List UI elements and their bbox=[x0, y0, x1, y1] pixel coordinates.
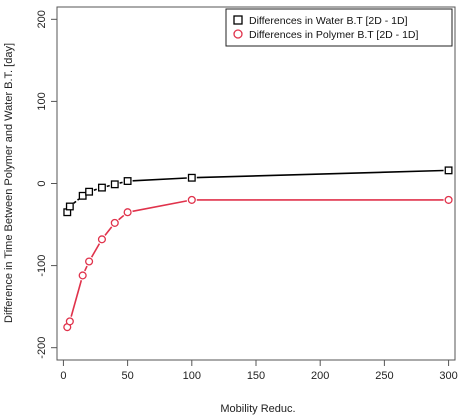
x-tick-label: 150 bbox=[247, 370, 265, 382]
data-point bbox=[123, 208, 132, 217]
data-point bbox=[110, 218, 119, 227]
y-axis: -200 -100 0 100 200 bbox=[36, 10, 57, 359]
series-layer bbox=[63, 166, 453, 332]
series-line-segment bbox=[104, 226, 113, 236]
legend-marker-circle bbox=[233, 29, 243, 39]
legend-label: Differences in Water B.T [2D - 1D] bbox=[249, 15, 408, 27]
y-tick-label: -200 bbox=[36, 337, 48, 359]
series-line-segment bbox=[70, 280, 83, 317]
data-point bbox=[78, 271, 87, 280]
x-axis-title: Mobility Reduc. bbox=[220, 403, 295, 415]
series-line-segment bbox=[132, 200, 188, 213]
series-line-segment bbox=[118, 214, 125, 221]
data-point bbox=[187, 173, 196, 182]
legend-marker-square bbox=[233, 15, 243, 25]
data-point bbox=[85, 257, 94, 266]
data-point bbox=[78, 191, 87, 200]
x-tick-label: 200 bbox=[311, 370, 329, 382]
x-tick-label: 50 bbox=[121, 370, 133, 382]
x-axis: 0 50 100 150 200 250 300 bbox=[60, 360, 458, 382]
data-point bbox=[110, 180, 119, 189]
x-tick-label: 250 bbox=[375, 370, 393, 382]
data-point bbox=[444, 166, 453, 175]
data-point bbox=[444, 195, 453, 204]
series-line-segment bbox=[119, 181, 123, 184]
y-axis-title: Difference in Time Between Polymer and W… bbox=[3, 43, 15, 323]
data-point bbox=[97, 235, 106, 244]
y-tick-label: -100 bbox=[36, 255, 48, 277]
data-point bbox=[97, 183, 106, 192]
data-point bbox=[187, 195, 196, 204]
data-point bbox=[123, 177, 132, 185]
y-tick-label: 100 bbox=[36, 92, 48, 110]
y-tick-label: 0 bbox=[36, 180, 48, 186]
x-tick-label: 100 bbox=[183, 370, 201, 382]
series-line-segment bbox=[90, 243, 101, 258]
legend-box bbox=[225, 8, 453, 47]
data-point bbox=[65, 202, 74, 211]
series-2 bbox=[63, 195, 453, 332]
series-line-segment bbox=[84, 265, 88, 272]
data-point bbox=[65, 317, 74, 326]
y-tick-label: 200 bbox=[36, 10, 48, 28]
series-line-segment bbox=[132, 177, 187, 182]
series-1 bbox=[63, 166, 453, 217]
data-point bbox=[85, 187, 94, 196]
legend: Differences in Water B.T [2D - 1D] Differ… bbox=[225, 8, 453, 47]
series-line-segment bbox=[73, 198, 80, 204]
series-line-segment bbox=[196, 169, 444, 179]
series-line-segment bbox=[93, 188, 98, 191]
x-tick-label: 300 bbox=[439, 370, 457, 382]
legend-label: Differences in Polymer B.T [2D - 1D] bbox=[249, 29, 419, 41]
series-line-segment bbox=[106, 184, 111, 188]
x-tick-label: 0 bbox=[60, 370, 66, 382]
